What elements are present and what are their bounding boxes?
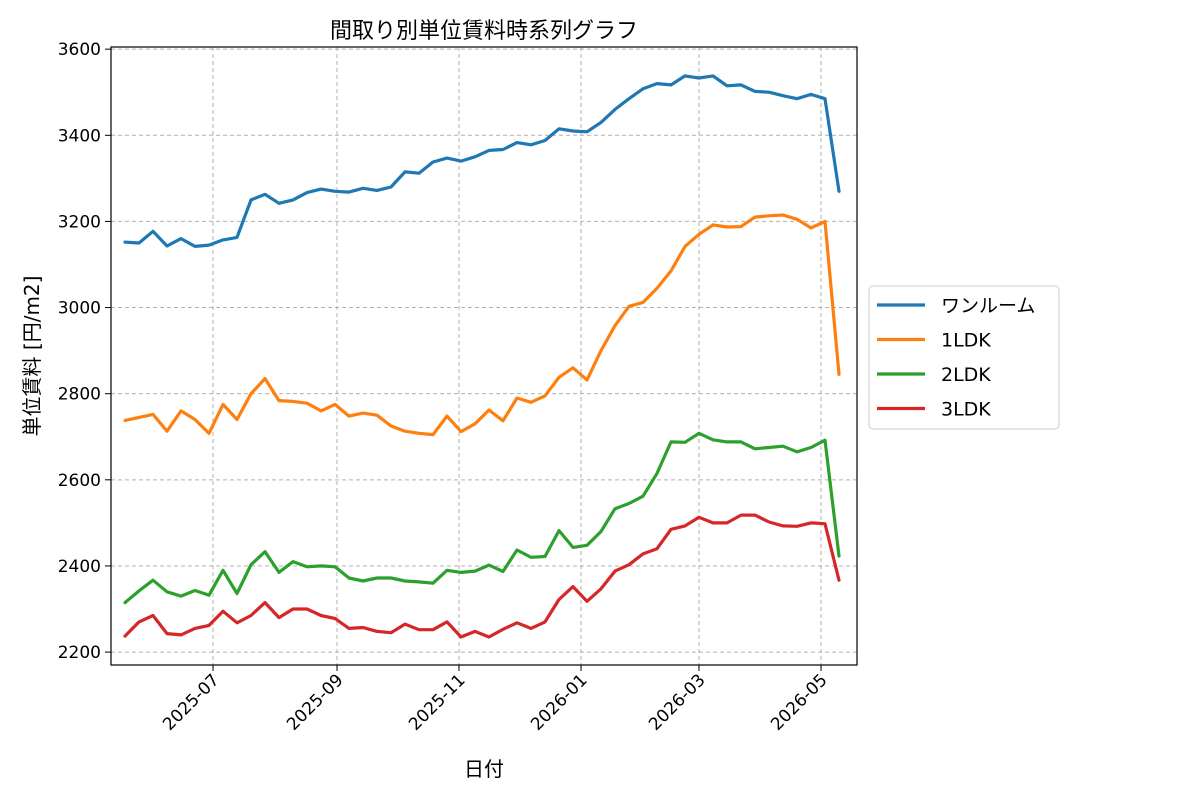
series-line-3 bbox=[123, 513, 841, 639]
series-line-2 bbox=[123, 431, 841, 605]
legend-label: 3LDK bbox=[941, 399, 991, 421]
x-axis-label: 日付 bbox=[464, 757, 504, 781]
y-tick-label: 2600 bbox=[58, 471, 101, 491]
series-line-0 bbox=[123, 74, 841, 248]
y-tick-label: 2400 bbox=[58, 557, 101, 577]
chart-title: 間取り別単位賃料時系列グラフ bbox=[330, 19, 638, 44]
y-tick-label: 3000 bbox=[58, 299, 101, 319]
y-tick-label: 3200 bbox=[58, 212, 101, 232]
legend-label: ワンルーム bbox=[941, 295, 1035, 317]
legend-box bbox=[868, 285, 1060, 430]
legend: ワンルーム 1LDK 2LDK 3LDK bbox=[868, 285, 1060, 430]
legend-label: 1LDK bbox=[941, 330, 991, 352]
series-layer bbox=[123, 74, 841, 639]
legend-label: 2LDK bbox=[941, 364, 991, 386]
y-tick-label: 2800 bbox=[58, 385, 101, 405]
series-line-1 bbox=[123, 213, 841, 437]
y-axis-label: 単位賃料 [円/m2] bbox=[20, 276, 44, 437]
y-tick-label: 3400 bbox=[58, 126, 101, 146]
plot-frame bbox=[110, 46, 858, 666]
grid-layer bbox=[111, 47, 857, 665]
y-tick-label: 2200 bbox=[58, 643, 101, 663]
y-tick-label: 3600 bbox=[58, 40, 101, 60]
